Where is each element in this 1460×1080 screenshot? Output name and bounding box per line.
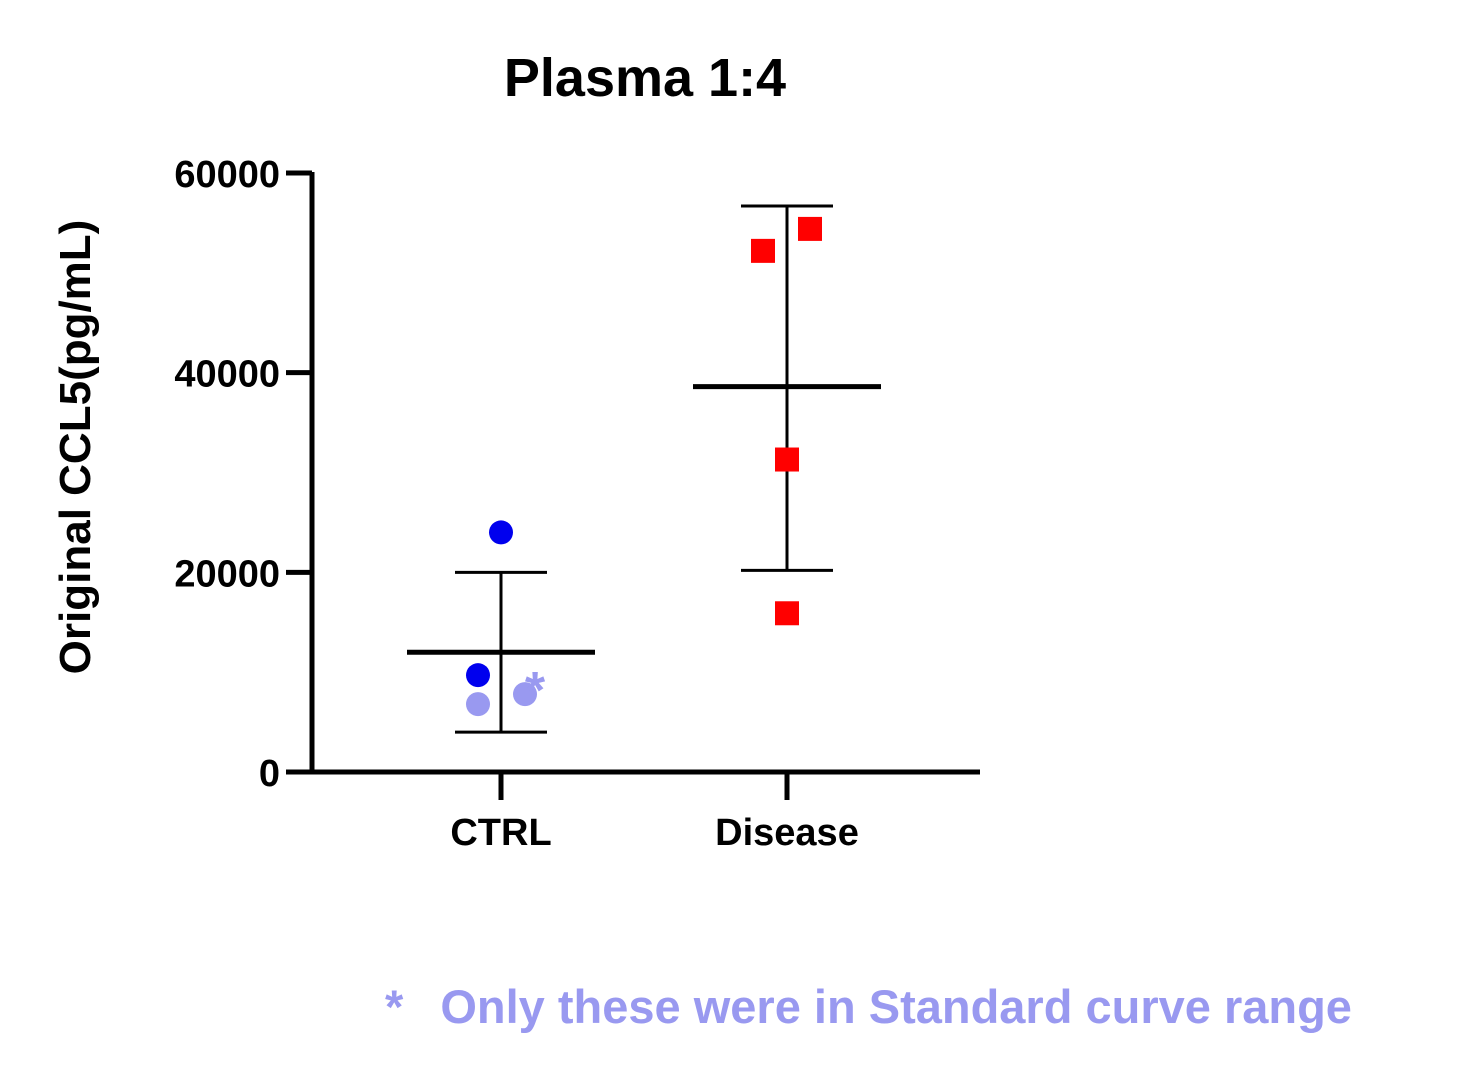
data-point bbox=[798, 216, 822, 241]
y-tick-label: 0 bbox=[259, 753, 280, 795]
y-tick-label: 40000 bbox=[174, 354, 280, 396]
data-point bbox=[466, 692, 490, 717]
group-disease bbox=[693, 204, 881, 626]
y-tick-label: 20000 bbox=[174, 553, 280, 595]
y-tick-label: 60000 bbox=[174, 154, 280, 196]
x-tick-label-disease: Disease bbox=[715, 812, 859, 854]
data-point bbox=[466, 663, 490, 688]
group-ctrl: * bbox=[407, 520, 595, 734]
data-point bbox=[489, 520, 513, 545]
data-point bbox=[775, 601, 799, 626]
data-point bbox=[751, 238, 775, 263]
footnote-star: * bbox=[385, 980, 404, 1033]
data-point bbox=[775, 447, 799, 472]
x-tick-label-ctrl: CTRL bbox=[450, 812, 551, 854]
y-axis-label: Original CCL5(pg/mL) bbox=[51, 220, 100, 675]
data-point bbox=[513, 682, 537, 707]
footnote: * Only these were in Standard curve rang… bbox=[385, 980, 1352, 1033]
chart-title: Plasma 1:4 bbox=[504, 48, 786, 108]
footnote-text: Only these were in Standard curve range bbox=[440, 980, 1352, 1033]
star-annotation: * bbox=[525, 662, 546, 720]
